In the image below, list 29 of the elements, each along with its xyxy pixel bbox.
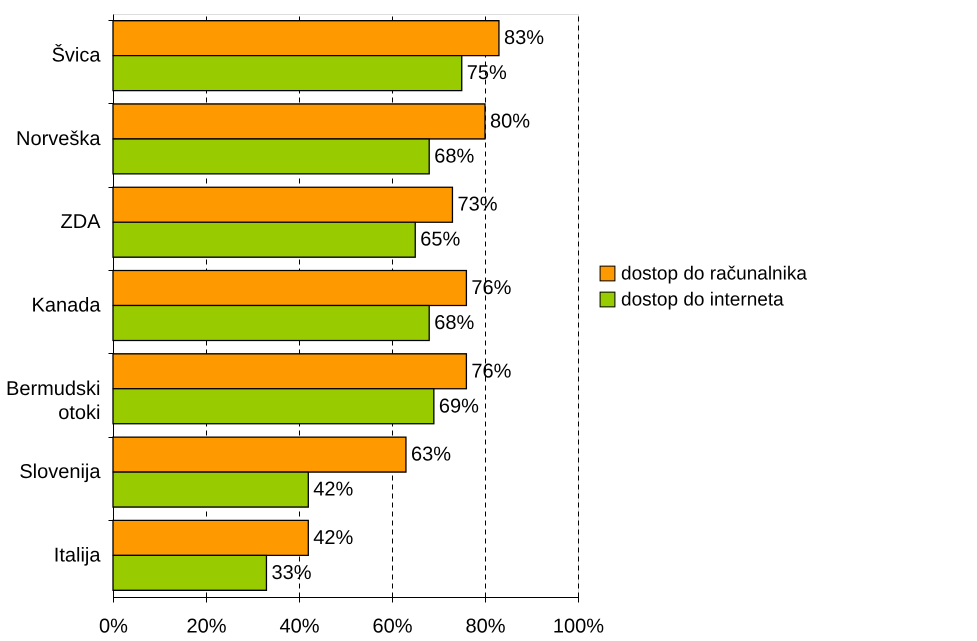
data-label: 83% [504,27,544,50]
data-label: 69% [438,395,480,418]
data-label: 75% [466,62,507,84]
x-tick-label: 60% [372,616,413,638]
legend-label: dostop do interneta [621,290,784,310]
y-tick-label: ZDA [60,211,102,234]
data-label: 42% [313,526,354,549]
x-tick-label: 0% [99,616,128,638]
y-tick-label: Italija [54,544,102,566]
x-tick-label: 20% [186,616,227,638]
data-label: 68% [434,312,474,334]
y-tick-label: Bermudski otoki [6,378,100,424]
data-label: 73% [457,194,498,216]
x-tick-label: 100% [552,616,604,638]
x-tick-label: 40% [279,616,320,638]
data-label: 76% [471,360,512,382]
legend-label: dostop do računalnika [621,264,808,284]
data-label: 65% [420,228,460,251]
y-tick-label: Slovenija [19,461,102,484]
data-label: 33% [271,562,312,584]
y-tick-label: Kanada [32,294,102,316]
x-tick-label: 80% [465,616,506,638]
data-label: 76% [471,277,512,300]
y-tick-label: Švica [52,44,102,67]
data-label: 80% [490,110,530,132]
y-tick-label: Norveška [16,128,102,150]
data-label: 63% [410,444,452,466]
data-label: 68% [434,145,474,168]
data-label: 42% [313,478,354,501]
